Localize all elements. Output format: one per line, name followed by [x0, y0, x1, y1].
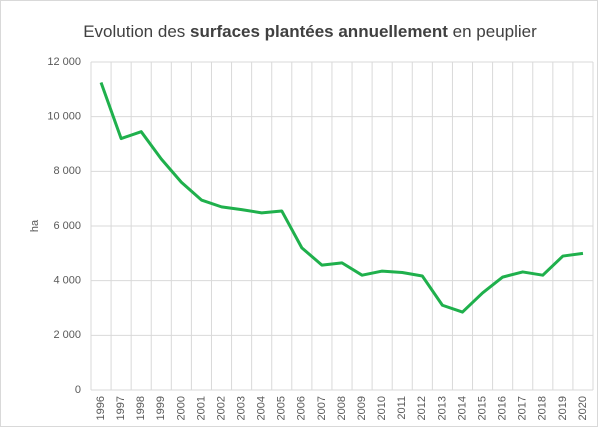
x-tick-label: 1997 [115, 396, 127, 420]
x-tick-label: 2008 [336, 396, 348, 420]
chart-title: Evolution des surfaces plantées annuelle… [83, 22, 537, 41]
x-tick-label: 2007 [316, 396, 328, 420]
x-tick-label: 2003 [236, 396, 248, 420]
x-tick-label: 2020 [577, 396, 589, 420]
y-tick-label: 4 000 [53, 275, 81, 287]
title-part: surfaces plantées annuellement [190, 22, 448, 41]
y-tick-label: 2 000 [53, 329, 81, 341]
x-tick-label: 1996 [95, 396, 107, 420]
x-tick-label: 2004 [256, 396, 268, 420]
y-axis-label: ha [29, 219, 41, 232]
x-tick-label: 2005 [276, 396, 288, 420]
x-tick-label: 2015 [476, 396, 488, 420]
x-tick-label: 2009 [356, 396, 368, 420]
x-tick-label: 2014 [456, 396, 468, 420]
x-tick-label: 2010 [376, 396, 388, 420]
x-tick-label: 2017 [517, 396, 529, 420]
x-tick-label: 1999 [155, 396, 167, 420]
title-part: en peuplier [448, 22, 537, 41]
y-tick-label: 6 000 [53, 220, 81, 232]
data-line [99, 81, 584, 314]
title-part: Evolution des [83, 22, 190, 41]
y-tick-label: 0 [75, 384, 81, 396]
x-tick-label: 2018 [537, 396, 549, 420]
x-tick-label: 2012 [416, 396, 428, 420]
x-tick-label: 2013 [436, 396, 448, 420]
x-tick-label: 1998 [135, 396, 147, 420]
x-tick-label: 2002 [215, 396, 227, 420]
x-tick-label: 2000 [175, 396, 187, 420]
x-tick-label: 2001 [195, 396, 207, 420]
y-tick-label: 12 000 [47, 56, 81, 68]
x-tick-label: 2019 [557, 396, 569, 420]
y-tick-label: 10 000 [47, 111, 81, 123]
x-tick-label: 2006 [296, 396, 308, 420]
y-tick-label: 8 000 [53, 165, 81, 177]
x-tick-label: 2016 [497, 396, 509, 420]
x-tick-label: 2011 [396, 396, 408, 420]
